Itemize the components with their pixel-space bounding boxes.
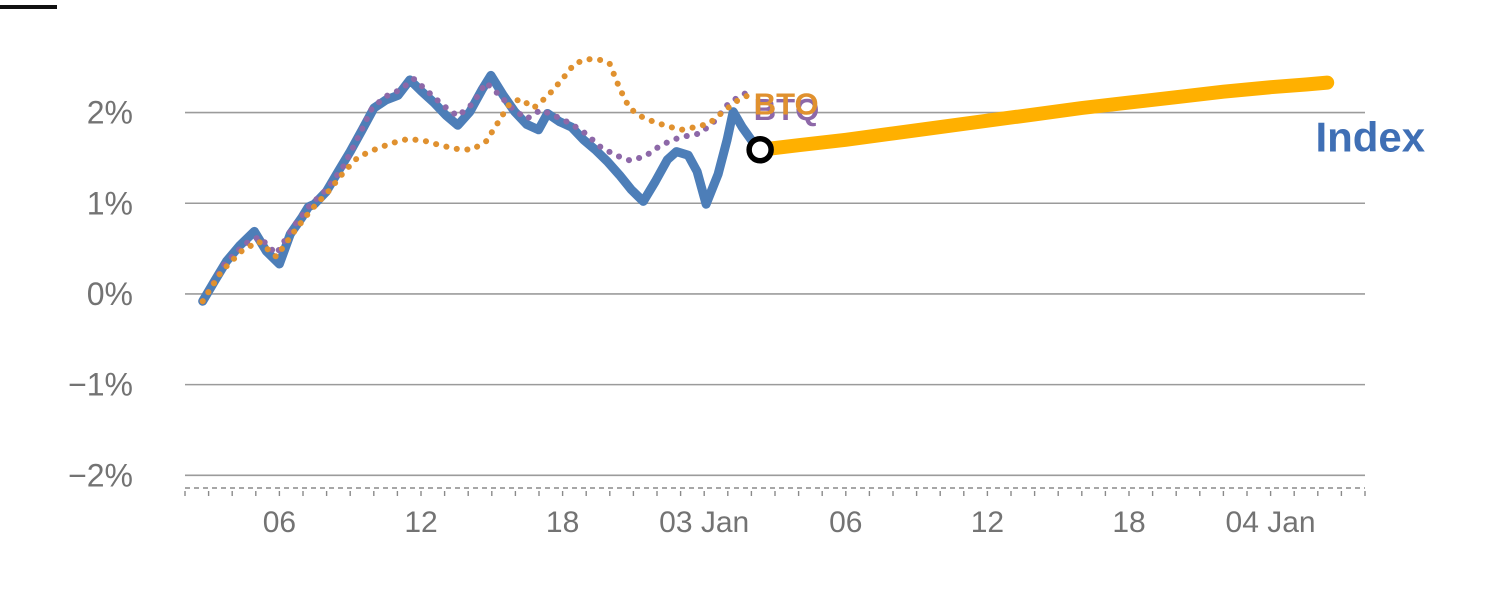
series-index-forecast <box>753 75 1335 157</box>
series-btq <box>199 76 748 305</box>
series-bto <box>199 56 752 305</box>
series-index <box>198 70 765 306</box>
x-tick-label: 18 <box>546 506 579 539</box>
x-tick-label: 03 Jan <box>659 506 749 539</box>
x-tick-label: 06 <box>829 506 862 539</box>
y-tick-label: 0% <box>87 276 133 312</box>
latest-point-marker <box>746 136 774 164</box>
top-left-mark <box>0 5 57 9</box>
y-tick-label: 1% <box>87 185 133 221</box>
x-tick-label: 06 <box>263 506 296 539</box>
x-tick-label: 18 <box>1112 506 1145 539</box>
x-tick-label: 12 <box>971 506 1004 539</box>
y-tick-label: 2% <box>87 95 133 131</box>
x-tick-label: 04 Jan <box>1226 506 1316 539</box>
y-tick-label: −2% <box>68 457 133 493</box>
y-tick-label: −1% <box>68 367 133 403</box>
label-index: Index <box>1315 114 1425 161</box>
label-btq: BTQ <box>754 92 819 127</box>
x-tick-label: 12 <box>404 506 437 539</box>
label-bto: BTO <box>754 86 819 121</box>
